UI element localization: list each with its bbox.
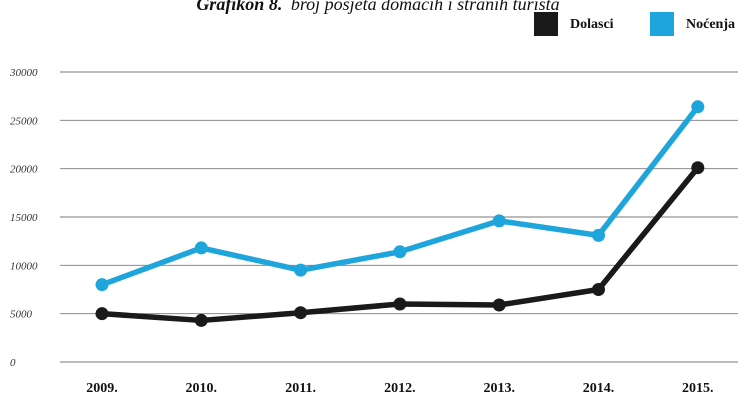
legend-label: Noćenja xyxy=(686,17,735,32)
data-point xyxy=(691,100,705,114)
y-tick-label: 20000 xyxy=(10,164,38,176)
data-point xyxy=(194,313,208,327)
data-point xyxy=(95,278,109,292)
data-point xyxy=(492,214,506,228)
data-point xyxy=(691,161,705,175)
y-tick-label: 15000 xyxy=(10,212,38,224)
y-tick-label: 0 xyxy=(10,357,16,369)
data-point xyxy=(294,306,308,320)
x-tick-label: 2013. xyxy=(483,381,515,396)
x-tick-label: 2010. xyxy=(186,381,218,396)
data-point xyxy=(592,283,605,296)
data-point xyxy=(393,297,407,311)
chart-title-text: broj posjeta domaćih i stranih turista xyxy=(291,0,560,14)
x-axis-ticks: 2009. 2010. 2011. 2012. 2013. 2014. 2015. xyxy=(86,381,713,396)
x-tick-label: 2009. xyxy=(86,381,118,396)
data-point xyxy=(95,307,109,321)
legend: Dolasci Noćenja xyxy=(534,12,735,36)
x-tick-label: 2012. xyxy=(384,381,416,396)
legend-label: Dolasci xyxy=(570,17,614,32)
y-tick-label: 5000 xyxy=(10,309,33,321)
chart-title: Grafikon 8. broj posjeta domaćih i stran… xyxy=(196,0,559,14)
series-lines xyxy=(95,100,705,327)
y-tick-label: 10000 xyxy=(10,260,38,272)
y-axis-ticks: 0 5000 10000 15000 20000 25000 30000 xyxy=(9,67,38,369)
gridlines xyxy=(60,71,738,363)
legend-swatch xyxy=(650,12,674,36)
data-point xyxy=(492,298,506,312)
x-tick-label: 2015. xyxy=(682,381,714,396)
data-point xyxy=(294,263,308,277)
data-point xyxy=(393,245,407,259)
x-tick-label: 2011. xyxy=(285,381,316,396)
legend-swatch xyxy=(534,12,558,36)
data-point xyxy=(194,241,208,255)
y-tick-label: 30000 xyxy=(9,67,38,79)
chart-title-number: Grafikon 8. xyxy=(196,0,282,14)
y-tick-label: 25000 xyxy=(10,115,38,127)
x-tick-label: 2014. xyxy=(583,381,615,396)
data-point xyxy=(592,228,605,242)
